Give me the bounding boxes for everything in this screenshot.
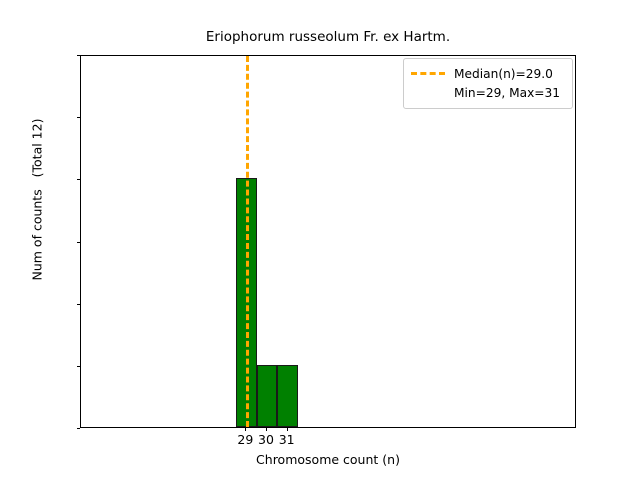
y-tick-mark	[76, 365, 80, 367]
y-tick-mark	[76, 303, 80, 305]
plot-area	[80, 55, 576, 428]
chart-title: Eriophorum russeolum Fr. ex Hartm.	[205, 29, 451, 45]
x-tick-mark	[266, 427, 267, 431]
y-tick-mark	[76, 55, 80, 56]
plot-inner	[81, 56, 575, 427]
bar	[256, 364, 278, 427]
x-tick-label: 30	[258, 432, 274, 447]
bar	[277, 364, 298, 427]
legend: Median(n)=29.0 Min=29, Max=31	[403, 58, 573, 109]
x-tick-mark	[245, 427, 247, 431]
x-tick-label: 29	[237, 432, 254, 447]
y-tick-mark	[76, 428, 80, 429]
y-tick-mark	[76, 117, 80, 119]
legend-label-minmax: Min=29, Max=31	[454, 85, 561, 100]
x-axis-label: Chromosome count (n)	[256, 452, 400, 467]
y-axis-label: Num of counts (Total 12)	[29, 118, 45, 281]
y-tick-mark	[76, 179, 80, 181]
dashed-line-icon	[411, 72, 445, 75]
legend-label-median: Median(n)=29.0	[454, 66, 553, 81]
y-tick-mark	[76, 241, 80, 243]
x-tick-label: 31	[278, 432, 295, 447]
legend-item-minmax: Min=29, Max=31	[411, 83, 565, 102]
legend-item-median: Median(n)=29.0	[411, 64, 565, 83]
median-line	[246, 56, 250, 427]
x-tick-mark	[286, 427, 288, 431]
